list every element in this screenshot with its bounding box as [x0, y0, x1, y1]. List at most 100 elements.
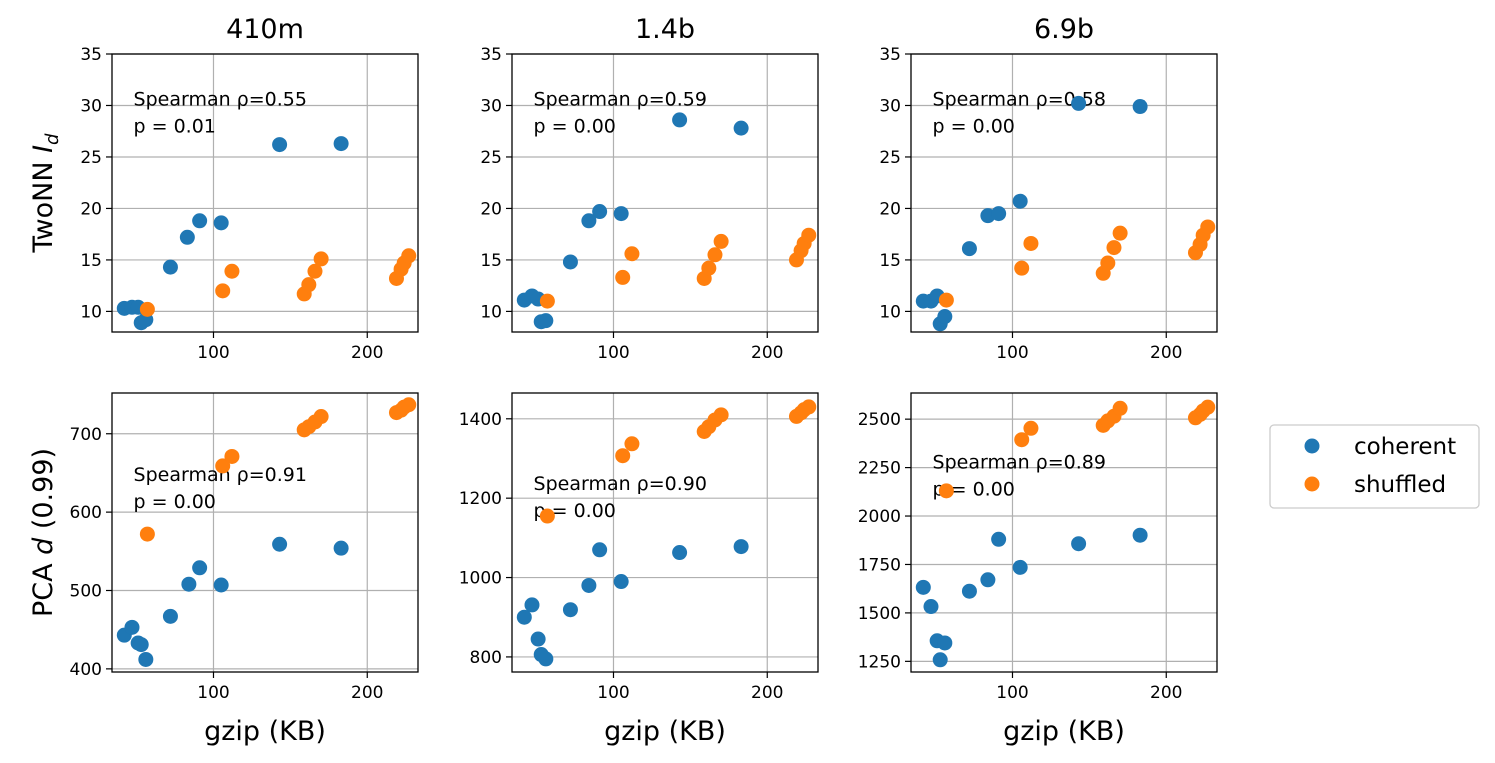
shuffled-point: [301, 277, 317, 293]
coherent-point: [333, 136, 349, 152]
coherent-point: [1071, 536, 1087, 552]
axes-frame: [511, 53, 819, 333]
y-tick-label: 1500: [858, 604, 901, 624]
coherent-point: [672, 112, 688, 128]
y-tick-label: 30: [80, 96, 102, 116]
gridlines: [911, 393, 1217, 672]
gridlines: [112, 393, 418, 672]
spearman-annotation: Spearman ρ=0.90: [534, 473, 707, 495]
series-coherent: [915, 527, 1148, 668]
coherent-point: [562, 254, 578, 270]
shuffled-point: [1112, 225, 1128, 241]
coherent-point: [980, 572, 996, 588]
y-tick-label: 1000: [459, 569, 502, 589]
coherent-point: [581, 577, 597, 593]
coherent-point: [932, 652, 948, 668]
coherent-point: [333, 540, 349, 556]
coherent-point: [991, 206, 1007, 222]
y-tick-label: 500: [70, 581, 102, 601]
coherent-point: [192, 213, 208, 229]
coherent-point: [592, 542, 608, 558]
spearman-annotation: Spearman ρ=0.58: [933, 88, 1106, 110]
x-tick-label: 200: [1150, 683, 1182, 703]
coherent-point: [213, 577, 229, 593]
coherent-point: [733, 539, 749, 555]
coherent-point: [915, 579, 931, 595]
shuffled-point: [624, 436, 640, 452]
shuffled-point: [1112, 400, 1128, 416]
shuffled-point: [215, 458, 231, 474]
shuffled-point: [224, 263, 240, 279]
coherent-point: [530, 631, 546, 647]
coherent-point: [538, 313, 554, 329]
y-axis-title-suffix: (0.99): [28, 448, 59, 538]
coherent-point: [672, 545, 688, 561]
coherent-point: [524, 597, 540, 613]
series-shuffled: [938, 219, 1216, 308]
shuffled-point: [1023, 420, 1039, 436]
y-tick-label: 700: [70, 425, 102, 445]
coherent-point: [133, 637, 149, 653]
column-title: 6.9b: [1034, 14, 1094, 45]
y-tick-label: 35: [80, 45, 102, 65]
series-coherent: [516, 539, 749, 667]
shuffled-point: [713, 407, 729, 423]
shuffled-point: [624, 246, 640, 262]
y-tick-label: 30: [480, 96, 502, 116]
shuffled-point: [313, 409, 329, 425]
x-axis-title: gzip (KB): [1003, 716, 1125, 747]
panel-6.9b-row0: Spearman ρ=0.58 p = 0.00 100 200 10 15 20 25 30 3…: [879, 14, 1218, 363]
coherent-point: [937, 309, 953, 325]
x-tick-label: 200: [351, 683, 383, 703]
coherent-point: [923, 599, 939, 615]
shuffled-point: [215, 283, 231, 299]
panel-1.4b-row0: Spearman ρ=0.59 p = 0.00 100 200 10 15 20 25 30 3…: [480, 14, 819, 363]
coherent-point: [592, 204, 608, 220]
coherent-point: [1012, 193, 1028, 209]
coherent-point: [613, 574, 629, 590]
y-tick-label: 800: [470, 648, 502, 668]
legend-marker-coherent: [1304, 438, 1320, 454]
x-tick-label: 100: [996, 683, 1028, 703]
y-tick-label: 1400: [459, 410, 502, 430]
spearman-annotation: Spearman ρ=0.59: [534, 88, 707, 110]
x-axis-title: gzip (KB): [204, 716, 326, 747]
x-tick-label: 100: [197, 683, 229, 703]
coherent-point: [613, 206, 629, 222]
y-tick-label: 30: [879, 96, 901, 116]
coherent-point: [538, 651, 554, 667]
y-tick-label: 15: [879, 251, 901, 271]
coherent-point: [179, 229, 195, 245]
shuffled-point: [539, 508, 555, 524]
coherent-point: [181, 576, 197, 592]
coherent-point: [1071, 95, 1087, 111]
series-shuffled: [539, 399, 817, 524]
y-axis-title-symbol: d: [28, 537, 59, 555]
shuffled-point: [307, 263, 323, 279]
axes-frame: [910, 392, 1218, 673]
coherent-point: [961, 583, 977, 599]
shuffled-point: [1014, 432, 1030, 448]
y-axis-title: PCA d (0.99): [28, 448, 59, 617]
y-tick-label: 10: [879, 302, 901, 322]
legend-label-shuffled: shuffled: [1354, 472, 1446, 498]
shuffled-point: [139, 301, 155, 317]
series-shuffled: [938, 399, 1216, 499]
p-value-annotation: p = 0.00: [933, 479, 1015, 501]
axes-frame: [511, 392, 819, 673]
shuffled-point: [707, 247, 723, 263]
series-shuffled: [139, 248, 417, 317]
shuffled-point: [1200, 219, 1216, 235]
y-tick-label: 2250: [858, 459, 901, 479]
coherent-point: [581, 213, 597, 229]
coherent-point: [1132, 99, 1148, 115]
y-tick-label: 1250: [858, 652, 901, 672]
y-tick-label: 35: [480, 45, 502, 65]
y-axis-title: TwoNN Id: [28, 133, 63, 254]
p-value-annotation: p = 0.00: [534, 115, 616, 137]
x-tick-label: 100: [597, 343, 629, 363]
x-tick-label: 200: [1150, 343, 1182, 363]
x-tick-label: 100: [197, 343, 229, 363]
y-tick-label: 20: [80, 199, 102, 219]
